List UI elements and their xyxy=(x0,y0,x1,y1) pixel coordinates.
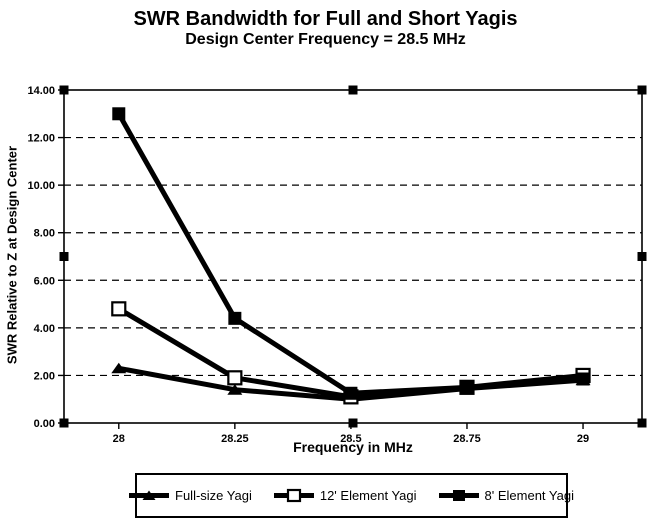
selection-handle[interactable] xyxy=(59,85,69,95)
selection-handle[interactable] xyxy=(59,418,69,428)
triangle-marker-icon xyxy=(111,362,127,374)
filled-square-marker-icon xyxy=(228,311,242,325)
y-tick-label: 2.00 xyxy=(34,370,55,382)
selection-handle[interactable] xyxy=(637,85,647,95)
chart-subtitle: Design Center Frequency = 28.5 MHz xyxy=(185,31,466,48)
x-tick-label: 28.5 xyxy=(340,433,361,445)
y-tick-label: 4.00 xyxy=(34,323,55,335)
open-square-marker-icon xyxy=(111,301,127,317)
filled-square-marker-icon xyxy=(576,372,590,386)
legend-label: Full-size Yagi xyxy=(175,488,252,503)
legend-label: 8' Element Yagi xyxy=(484,488,574,503)
legend-marker-triangle-filled-icon xyxy=(129,490,170,500)
legend-label: 12' Element Yagi xyxy=(319,488,417,503)
y-tick-label: 0.00 xyxy=(34,418,55,430)
filled-square-marker-icon xyxy=(112,107,126,121)
legend-item: 8' Element Yagi xyxy=(438,488,574,503)
filled-square-marker-icon xyxy=(460,380,474,394)
x-tick-label: 28 xyxy=(113,433,125,445)
x-axis-title: Frequency in MHz xyxy=(293,439,413,455)
x-tick-label: 28.75 xyxy=(453,433,481,445)
y-tick-label: 6.00 xyxy=(34,275,55,287)
y-tick-label: 8.00 xyxy=(34,228,55,240)
filled-square-marker-icon xyxy=(344,386,358,400)
x-tick-label: 29 xyxy=(577,433,589,445)
y-tick-label: 14.00 xyxy=(27,85,55,97)
chart-title: SWR Bandwidth for Full and Short Yagis xyxy=(133,8,518,30)
selection-handle[interactable] xyxy=(348,85,358,95)
y-tick-label: 12.00 xyxy=(27,133,55,145)
legend-item: Full-size Yagi xyxy=(129,488,252,503)
selection-handle[interactable] xyxy=(637,418,647,428)
selection-handle[interactable] xyxy=(59,252,69,261)
triangle-marker-icon xyxy=(227,384,243,395)
legend-marker-square-filled-icon xyxy=(438,490,479,501)
selection-handle[interactable] xyxy=(348,418,358,428)
y-tick-label: 10.00 xyxy=(27,180,55,192)
open-square-marker-icon xyxy=(227,370,243,386)
legend-marker-square-open-icon xyxy=(273,488,314,503)
selection-handle[interactable] xyxy=(637,252,647,261)
x-tick-label: 28.25 xyxy=(221,433,249,445)
legend-item: 12' Element Yagi xyxy=(273,488,417,503)
legend-box: Full-size Yagi 12' Element Yagi 8' Element… xyxy=(129,473,574,518)
